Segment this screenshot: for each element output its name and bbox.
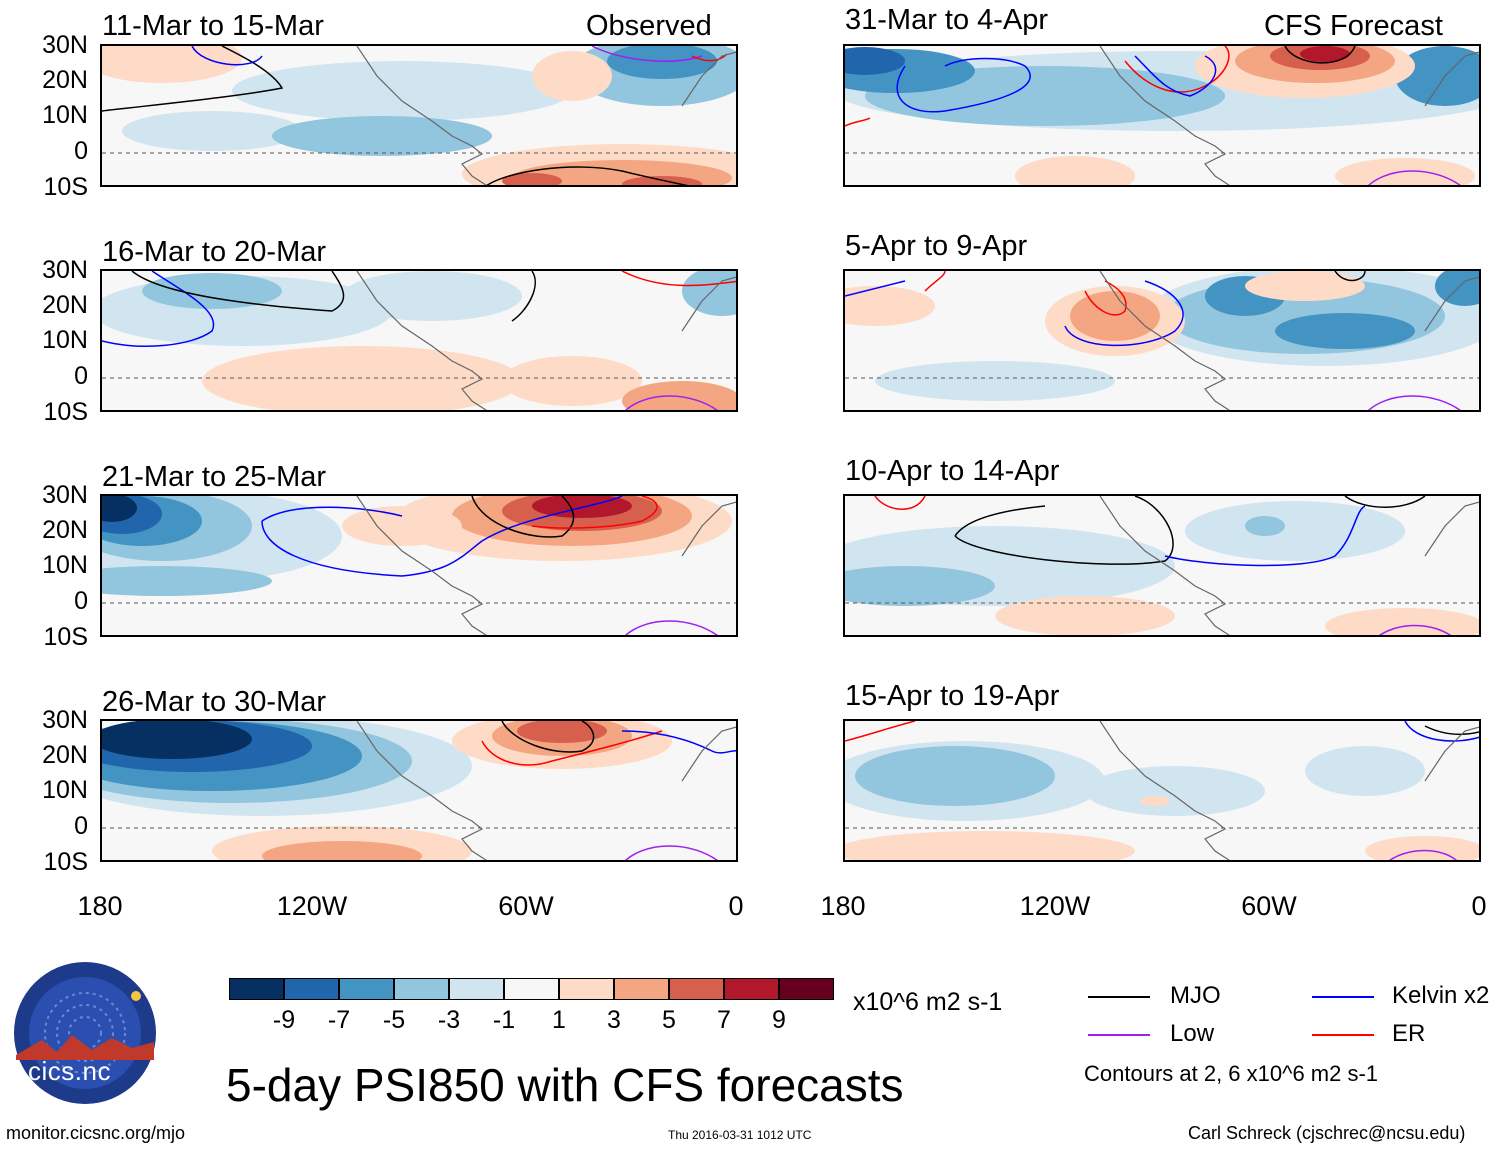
legend-label-mjo: MJO bbox=[1170, 982, 1221, 1009]
panel-title-left-1: 11-Mar to 15-Mar bbox=[102, 10, 324, 42]
lat-label: 10N bbox=[42, 101, 88, 129]
lon-label: 120W bbox=[276, 891, 348, 921]
lon-label: 60W bbox=[1241, 891, 1297, 921]
legend-line-kelvin bbox=[1312, 996, 1374, 998]
colorbar-tick: 5 bbox=[662, 1006, 676, 1034]
colorbar-tick: -7 bbox=[327, 1006, 351, 1034]
legend-note: Contours at 2, 6 x10^6 m2 s-1 bbox=[1084, 1061, 1379, 1086]
map-panel-left-1 bbox=[100, 44, 738, 187]
observed-tag: Observed bbox=[586, 10, 712, 42]
panel-title-right-4: 15-Apr to 19-Apr bbox=[845, 680, 1060, 712]
lat-label: 0 bbox=[74, 362, 88, 390]
lat-label: 0 bbox=[74, 587, 88, 615]
colorbar-tick: 9 bbox=[772, 1006, 786, 1034]
map-panel-right-4 bbox=[843, 719, 1481, 862]
panel-title-right-3: 10-Apr to 14-Apr bbox=[845, 455, 1060, 487]
colorbar-box bbox=[504, 978, 559, 1000]
lat-label: 10N bbox=[42, 326, 88, 354]
map-panel-right-3 bbox=[843, 494, 1481, 637]
legend-line-er bbox=[1312, 1034, 1374, 1036]
colorbar-units: x10^6 m2 s-1 bbox=[853, 988, 1003, 1016]
lat-label: 10S bbox=[43, 848, 88, 876]
colorbar-tick: -3 bbox=[437, 1006, 461, 1034]
lon-label: 0 bbox=[1471, 891, 1487, 921]
colorbar-box bbox=[614, 978, 669, 1000]
colorbar-tick: -5 bbox=[382, 1006, 406, 1034]
map-panel-right-1 bbox=[843, 44, 1481, 187]
colorbar-box bbox=[229, 978, 284, 1000]
legend-label-low: Low bbox=[1170, 1020, 1215, 1047]
footer-url[interactable]: monitor.cicsnc.org/mjo bbox=[6, 1123, 186, 1143]
panel-title-left-3: 21-Mar to 25-Mar bbox=[102, 461, 327, 493]
legend-label-kelvin: Kelvin x2 bbox=[1392, 982, 1490, 1009]
legend-line-low bbox=[1088, 1034, 1150, 1036]
map-panel-right-2 bbox=[843, 269, 1481, 412]
lat-label: 20N bbox=[42, 741, 88, 769]
lat-label: 30N bbox=[42, 31, 88, 59]
lon-label: 0 bbox=[728, 891, 744, 921]
lon-label: 60W bbox=[498, 891, 554, 921]
lat-label: 20N bbox=[42, 516, 88, 544]
footer-author: Carl Schreck (cjschrec@ncsu.edu) bbox=[1188, 1123, 1466, 1143]
colorbar-box bbox=[559, 978, 614, 1000]
panel-title-left-2: 16-Mar to 20-Mar bbox=[102, 236, 327, 268]
legend-label-er: ER bbox=[1392, 1020, 1426, 1047]
footer-timestamp: Thu 2016-03-31 1012 UTC bbox=[668, 1128, 812, 1142]
lon-label: 180 bbox=[77, 891, 123, 921]
panel-title-right-1: 31-Mar to 4-Apr bbox=[845, 4, 1049, 36]
colorbar-tick: 7 bbox=[717, 1006, 731, 1034]
colorbar-box bbox=[669, 978, 724, 1000]
lat-label: 10S bbox=[43, 398, 88, 426]
colorbar-tick: 3 bbox=[607, 1006, 621, 1034]
lon-label: 120W bbox=[1019, 891, 1091, 921]
lat-label: 20N bbox=[42, 291, 88, 319]
logo-text: cics.nc bbox=[28, 1056, 111, 1086]
map-panel-left-2 bbox=[100, 269, 738, 412]
cics-logo: cics.nc bbox=[12, 960, 158, 1106]
lat-label: 30N bbox=[42, 706, 88, 734]
map-panel-left-3 bbox=[100, 494, 738, 637]
colorbar-box bbox=[449, 978, 504, 1000]
lat-label: 30N bbox=[42, 256, 88, 284]
colorbar-box bbox=[394, 978, 449, 1000]
colorbar-tick: 1 bbox=[552, 1006, 566, 1034]
lat-label: 10S bbox=[43, 623, 88, 651]
lat-label: 0 bbox=[74, 812, 88, 840]
cfs-forecast-tag: CFS Forecast bbox=[1264, 10, 1443, 42]
lat-label: 10N bbox=[42, 776, 88, 804]
colorbar-tick: -1 bbox=[492, 1006, 516, 1034]
panel-title-right-2: 5-Apr to 9-Apr bbox=[845, 230, 1028, 262]
map-panel-left-4 bbox=[100, 719, 738, 862]
colorbar-box bbox=[284, 978, 339, 1000]
lat-label: 0 bbox=[74, 137, 88, 165]
lat-label: 10S bbox=[43, 173, 88, 201]
lat-label: 30N bbox=[42, 481, 88, 509]
lat-label: 20N bbox=[42, 66, 88, 94]
lat-label: 10N bbox=[42, 551, 88, 579]
colorbar-tick: -9 bbox=[272, 1006, 296, 1034]
colorbar-box bbox=[724, 978, 779, 1000]
main-title: 5-day PSI850 with CFS forecasts bbox=[226, 1059, 904, 1111]
legend-line-mjo bbox=[1088, 996, 1150, 998]
colorbar-box bbox=[779, 978, 834, 1000]
colorbar-box bbox=[339, 978, 394, 1000]
lon-label: 180 bbox=[820, 891, 866, 921]
panel-title-left-4: 26-Mar to 30-Mar bbox=[102, 686, 327, 718]
